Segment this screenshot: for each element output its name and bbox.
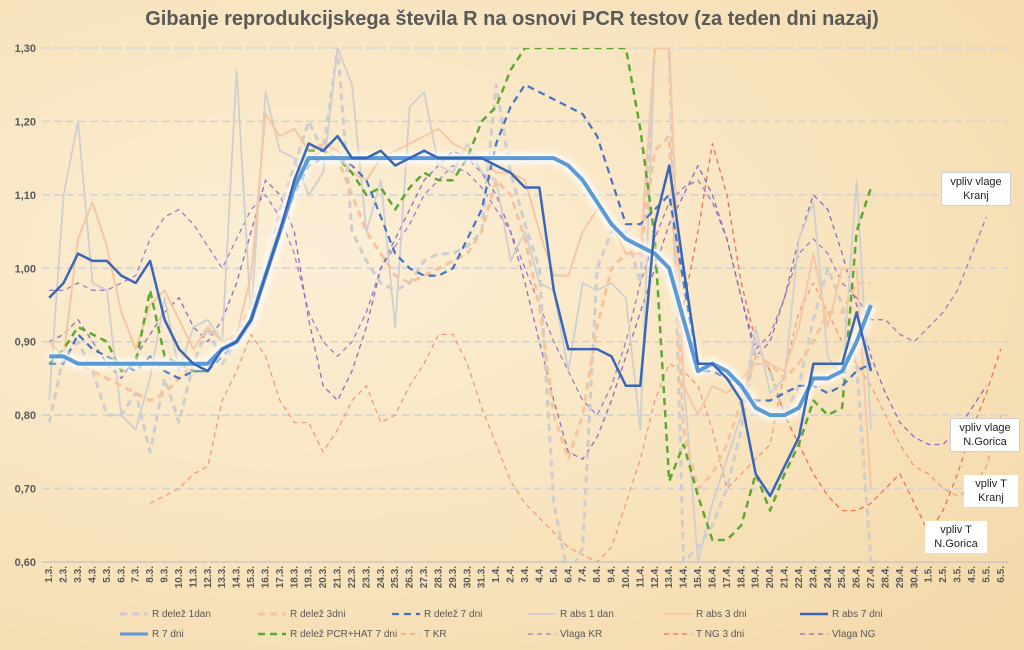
x-tick-label: 23.4. <box>808 566 819 588</box>
x-tick-label: 8.3. <box>145 566 156 583</box>
y-tick-label: 1,20 <box>15 116 36 128</box>
x-tick-label: 3.5. <box>953 566 964 583</box>
x-tick-label: 10.4. <box>621 566 632 588</box>
x-tick-label: 14.4. <box>679 566 690 588</box>
x-tick-label: 30.4. <box>909 566 920 588</box>
x-tick-label: 29.3. <box>448 566 459 588</box>
x-tick-label: 6.5. <box>996 566 1007 583</box>
x-tick-label: 25.4. <box>837 566 848 588</box>
x-tick-label: 7.3. <box>131 566 142 583</box>
x-tick-label: 11.3. <box>188 566 199 588</box>
series-line-t-ng-3-dni <box>682 142 1002 534</box>
y-tick-label: 1,00 <box>15 263 36 275</box>
y-tick-label: 0,80 <box>15 410 36 422</box>
x-tick-label: 3.3. <box>73 566 84 583</box>
x-tick-label: 19.4. <box>751 566 762 588</box>
x-tick-label: 27.4. <box>866 566 877 588</box>
x-tick-label: 17.3. <box>275 566 286 588</box>
x-tick-label: 4.5. <box>967 566 978 583</box>
x-tick-label: 2.5. <box>938 566 949 583</box>
x-tick-label: 12.3. <box>203 566 214 588</box>
x-tick-label: 24.4. <box>823 566 834 588</box>
x-tick-label: 31.3. <box>477 566 488 588</box>
x-tick-label: 18.3. <box>289 566 300 588</box>
x-tick-label: 2.3. <box>59 566 70 583</box>
x-tick-label: 2.4. <box>506 566 517 583</box>
x-tick-label: 9.3. <box>160 566 171 583</box>
x-tick-label: 21.3. <box>333 566 344 588</box>
series-line-r-dele-7-dni <box>49 83 872 402</box>
series-line-vlaga-kr <box>49 164 988 416</box>
y-tick-label: 0,90 <box>15 337 36 349</box>
x-tick-label: 23.3. <box>361 566 372 588</box>
series-line-r-dele-pcr-hat-7-dni <box>48 48 873 542</box>
x-tick-label: 26.4. <box>852 566 863 588</box>
x-tick-label: 11.4. <box>635 566 646 588</box>
x-tick-label: 4.3. <box>87 566 98 583</box>
x-tick-label: 5.4. <box>549 566 560 583</box>
x-tick-label: 4.4. <box>534 566 545 583</box>
annotation-t-kranj: vpliv T Kranj <box>964 475 1018 507</box>
x-tick-label: 29.4. <box>895 566 906 588</box>
x-tick-label: 1.4. <box>491 566 502 583</box>
x-tick-label: 15.3. <box>246 566 257 588</box>
x-tick-label: 14.3. <box>232 566 243 588</box>
series-line-r-dele-3dni <box>49 134 871 491</box>
y-tick-label: 1,10 <box>15 190 36 202</box>
x-tick-label: 12.4. <box>650 566 661 588</box>
series-line-r-dele-1dan <box>47 48 873 562</box>
series-line-vlaga-ng <box>48 150 987 460</box>
x-tick-label: 6.4. <box>563 566 574 583</box>
x-tick-label: 20.4. <box>765 566 776 588</box>
x-tick-label: 15.4. <box>693 566 704 588</box>
y-tick-label: 0,60 <box>15 557 36 569</box>
x-tick-label: 13.4. <box>664 566 675 588</box>
x-tick-label: 20.3. <box>318 566 329 588</box>
y-tick-label: 0,70 <box>15 484 36 496</box>
x-tick-label: 27.3. <box>419 566 430 588</box>
x-tick-label: 18.4. <box>736 566 747 588</box>
x-tick-label: 30.3. <box>462 566 473 588</box>
x-tick-label: 16.3. <box>260 566 271 588</box>
y-tick-label: 1,30 <box>15 43 36 55</box>
x-tick-label: 5.3. <box>102 566 113 583</box>
series-line-t-kr <box>149 282 1002 562</box>
x-tick-label: 28.4. <box>880 566 891 588</box>
annotation-t-ngorica: vpliv T N.Gorica <box>925 521 987 553</box>
x-tick-label: 17.4. <box>722 566 733 588</box>
x-tick-label: 22.3. <box>347 566 358 588</box>
x-tick-label: 24.3. <box>376 566 387 588</box>
x-tick-label: 13.3. <box>217 566 228 588</box>
x-tick-label: 8.4. <box>592 566 603 583</box>
x-tick-label: 16.4. <box>707 566 718 588</box>
x-tick-label: 1.3. <box>44 566 55 583</box>
series-line-r-abs-7-dni <box>48 134 873 498</box>
x-tick-label: 1.5. <box>924 566 935 583</box>
x-tick-label: 26.3. <box>405 566 416 588</box>
chart-title: Gibanje reprodukcijskega števila R na os… <box>145 8 879 30</box>
x-tick-label: 3.4. <box>520 566 531 583</box>
series-line-r-abs-3-dni <box>48 48 872 489</box>
annotation-vlage-kranj: vpliv vlage Kranj <box>941 172 1011 206</box>
x-tick-label: 6.3. <box>116 566 127 583</box>
x-tick-label: 10.3. <box>174 566 185 588</box>
x-tick-label: 7.4. <box>578 566 589 583</box>
x-tick-label: 21.4. <box>780 566 791 588</box>
annotation-vlage-ngorica: vpliv vlage N.Gorica <box>950 418 1020 452</box>
x-tick-label: 19.3. <box>304 566 315 588</box>
x-tick-label: 5.5. <box>981 566 992 583</box>
x-tick-label: 25.3. <box>390 566 401 588</box>
x-tick-label: 28.3. <box>433 566 444 588</box>
x-tick-label: 22.4. <box>794 566 805 588</box>
x-tick-label: 9.4. <box>607 566 618 583</box>
